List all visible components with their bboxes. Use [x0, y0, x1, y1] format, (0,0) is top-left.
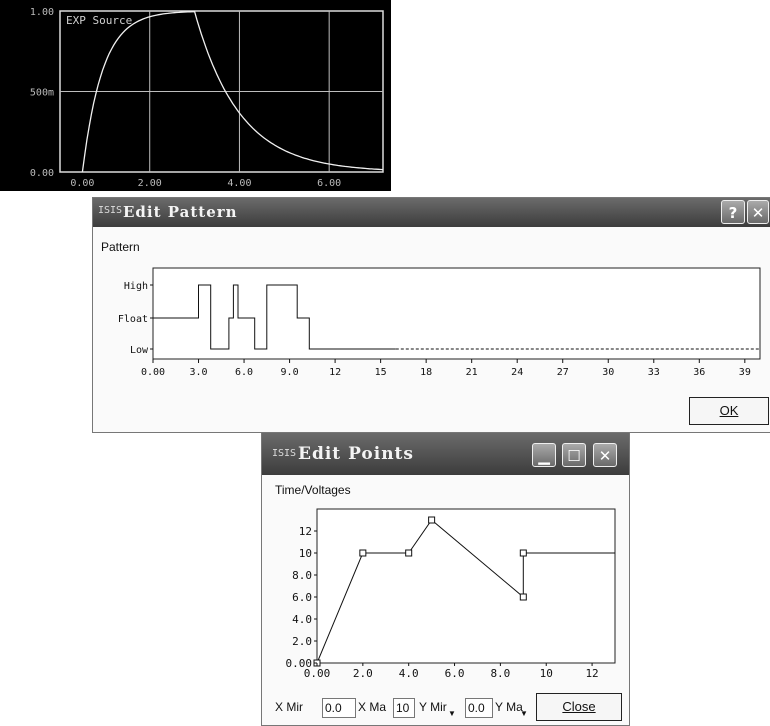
pattern-x-tick-label: 0.00: [141, 367, 165, 378]
maximize-button[interactable]: ☐: [562, 443, 586, 467]
pattern-level-label: High: [124, 281, 148, 292]
y-min-label: Y Mir: [419, 700, 447, 714]
close-button-label: Close: [562, 699, 596, 714]
points-y-tick-label: 8.0: [292, 569, 312, 582]
help-button[interactable]: ?: [721, 200, 745, 224]
points-plot-area: [316, 508, 616, 664]
scope-y-tick-label: 500m: [30, 88, 54, 99]
pattern-x-tick-label: 30: [602, 367, 614, 378]
pattern-x-tick-label: 3.0: [189, 367, 207, 378]
points-y-tick-label: 12: [299, 525, 312, 538]
x-max-field[interactable]: 10: [393, 698, 415, 718]
close-icon: ✕: [751, 204, 765, 222]
scope-y-tick-label: 0.00: [30, 168, 54, 179]
points-x-tick-label: 10: [540, 667, 553, 679]
pattern-waveform-solid: [153, 284, 396, 350]
points-y-tick-label: 4.0: [292, 613, 312, 626]
points-y-tick-label: 10: [299, 547, 312, 560]
pattern-x-tick-label: 39: [739, 367, 751, 378]
points-x-tick-label: 8.0: [490, 667, 510, 679]
close-icon: ✕: [598, 447, 612, 465]
window-title: Edit Points: [298, 444, 414, 464]
x-min-field[interactable]: 0.0: [322, 698, 356, 718]
edit-points-window: ISIS Edit Points ▁ ☐ ✕ Time/Voltages 12 1…: [261, 432, 630, 726]
scope-x-tick-label: 6.00: [317, 178, 341, 189]
pattern-x-tick-label: 21: [466, 367, 478, 378]
x-min-label: X Mir: [275, 700, 303, 714]
exp-source-scope: EXP Source 1.00 500m 0.00 0.00 2.00 4.00 6.00: [0, 0, 391, 191]
y-max-dropdown-icon[interactable]: ▼: [520, 709, 528, 718]
points-data-marker: [405, 549, 413, 557]
pattern-plot-area: [152, 267, 761, 360]
scope-x-tick-label: 4.00: [227, 178, 251, 189]
time-voltages-label: Time/Voltages: [275, 483, 351, 497]
app-icon: ISIS: [272, 448, 297, 459]
exp-source-graph: EXP Source 1.00 500m 0.00 0.00 2.00 4.00 6.00: [30, 7, 384, 189]
close-button[interactable]: ✕: [747, 200, 769, 224]
points-x-tick-label: 0.00: [304, 667, 331, 679]
pattern-x-tick-label: 24: [511, 367, 523, 378]
y-min-dropdown-icon[interactable]: ▼: [448, 709, 456, 718]
edit-pattern-titlebar[interactable]: ISIS Edit Pattern ? ✕: [93, 198, 770, 227]
scope-series-line: [81, 10, 384, 173]
pattern-x-tick-label: 12: [329, 367, 341, 378]
app-icon: ISIS: [98, 205, 123, 216]
pattern-section-label: Pattern: [101, 240, 140, 254]
pattern-x-tick-label: 6.0: [235, 367, 253, 378]
y-min-field[interactable]: 0.0: [465, 698, 493, 718]
maximize-icon: ☐: [567, 447, 581, 465]
points-y-tick-label: 0.00: [286, 657, 313, 670]
pattern-x-tick-label: 33: [648, 367, 660, 378]
ok-button-label: OK: [719, 403, 739, 418]
points-graph[interactable]: 12 10 8.0 6.0 4.0 2.0 0.000.00 2.0 4.0 6.0 8.0 10 12: [262, 501, 629, 679]
points-data-marker: [359, 549, 367, 557]
points-x-tick-label: 2.0: [353, 667, 373, 679]
ok-button[interactable]: OK: [689, 397, 769, 425]
help-icon: ?: [728, 204, 738, 222]
close-dialog-button[interactable]: Close: [536, 693, 622, 721]
pattern-x-tick-label: 36: [693, 367, 705, 378]
edit-points-titlebar[interactable]: ISIS Edit Points ▁ ☐ ✕: [262, 433, 629, 475]
points-x-tick-label: 4.0: [399, 667, 419, 679]
edit-pattern-window: ISIS Edit Pattern ? ✕ Pattern High Float L…: [92, 197, 770, 433]
pattern-level-label: Float: [118, 314, 148, 325]
pattern-level-label: Low: [130, 345, 149, 356]
minimize-button[interactable]: ▁: [532, 443, 556, 467]
pattern-x-tick-label: 15: [375, 367, 387, 378]
points-x-tick-label: 6.0: [445, 667, 465, 679]
close-button[interactable]: ✕: [593, 443, 617, 467]
window-title: Edit Pattern: [123, 203, 238, 221]
scope-y-tick-label: 1.00: [30, 7, 54, 18]
scope-title: EXP Source: [66, 14, 132, 27]
points-data-marker: [519, 549, 527, 557]
points-x-tick-label: 12: [585, 667, 598, 679]
pattern-graph[interactable]: High Float Low 0.00 3.0 6.0 9.0 12 15 18 21 24 27 30 3…: [93, 258, 769, 378]
pattern-x-tick-label: 9.0: [281, 367, 299, 378]
points-y-tick-label: 6.0: [292, 591, 312, 604]
x-max-label: X Ma: [358, 700, 387, 714]
pattern-x-tick-label: 18: [420, 367, 432, 378]
pattern-x-tick-label: 27: [557, 367, 569, 378]
scope-x-tick-label: 2.00: [138, 178, 162, 189]
scope-x-tick-label: 0.00: [70, 178, 94, 189]
points-data-marker: [519, 593, 527, 601]
minimize-icon: ▁: [538, 447, 550, 465]
points-data-marker: [428, 516, 436, 524]
points-y-tick-label: 2.0: [292, 635, 312, 648]
y-max-label: Y Ma: [495, 700, 523, 714]
